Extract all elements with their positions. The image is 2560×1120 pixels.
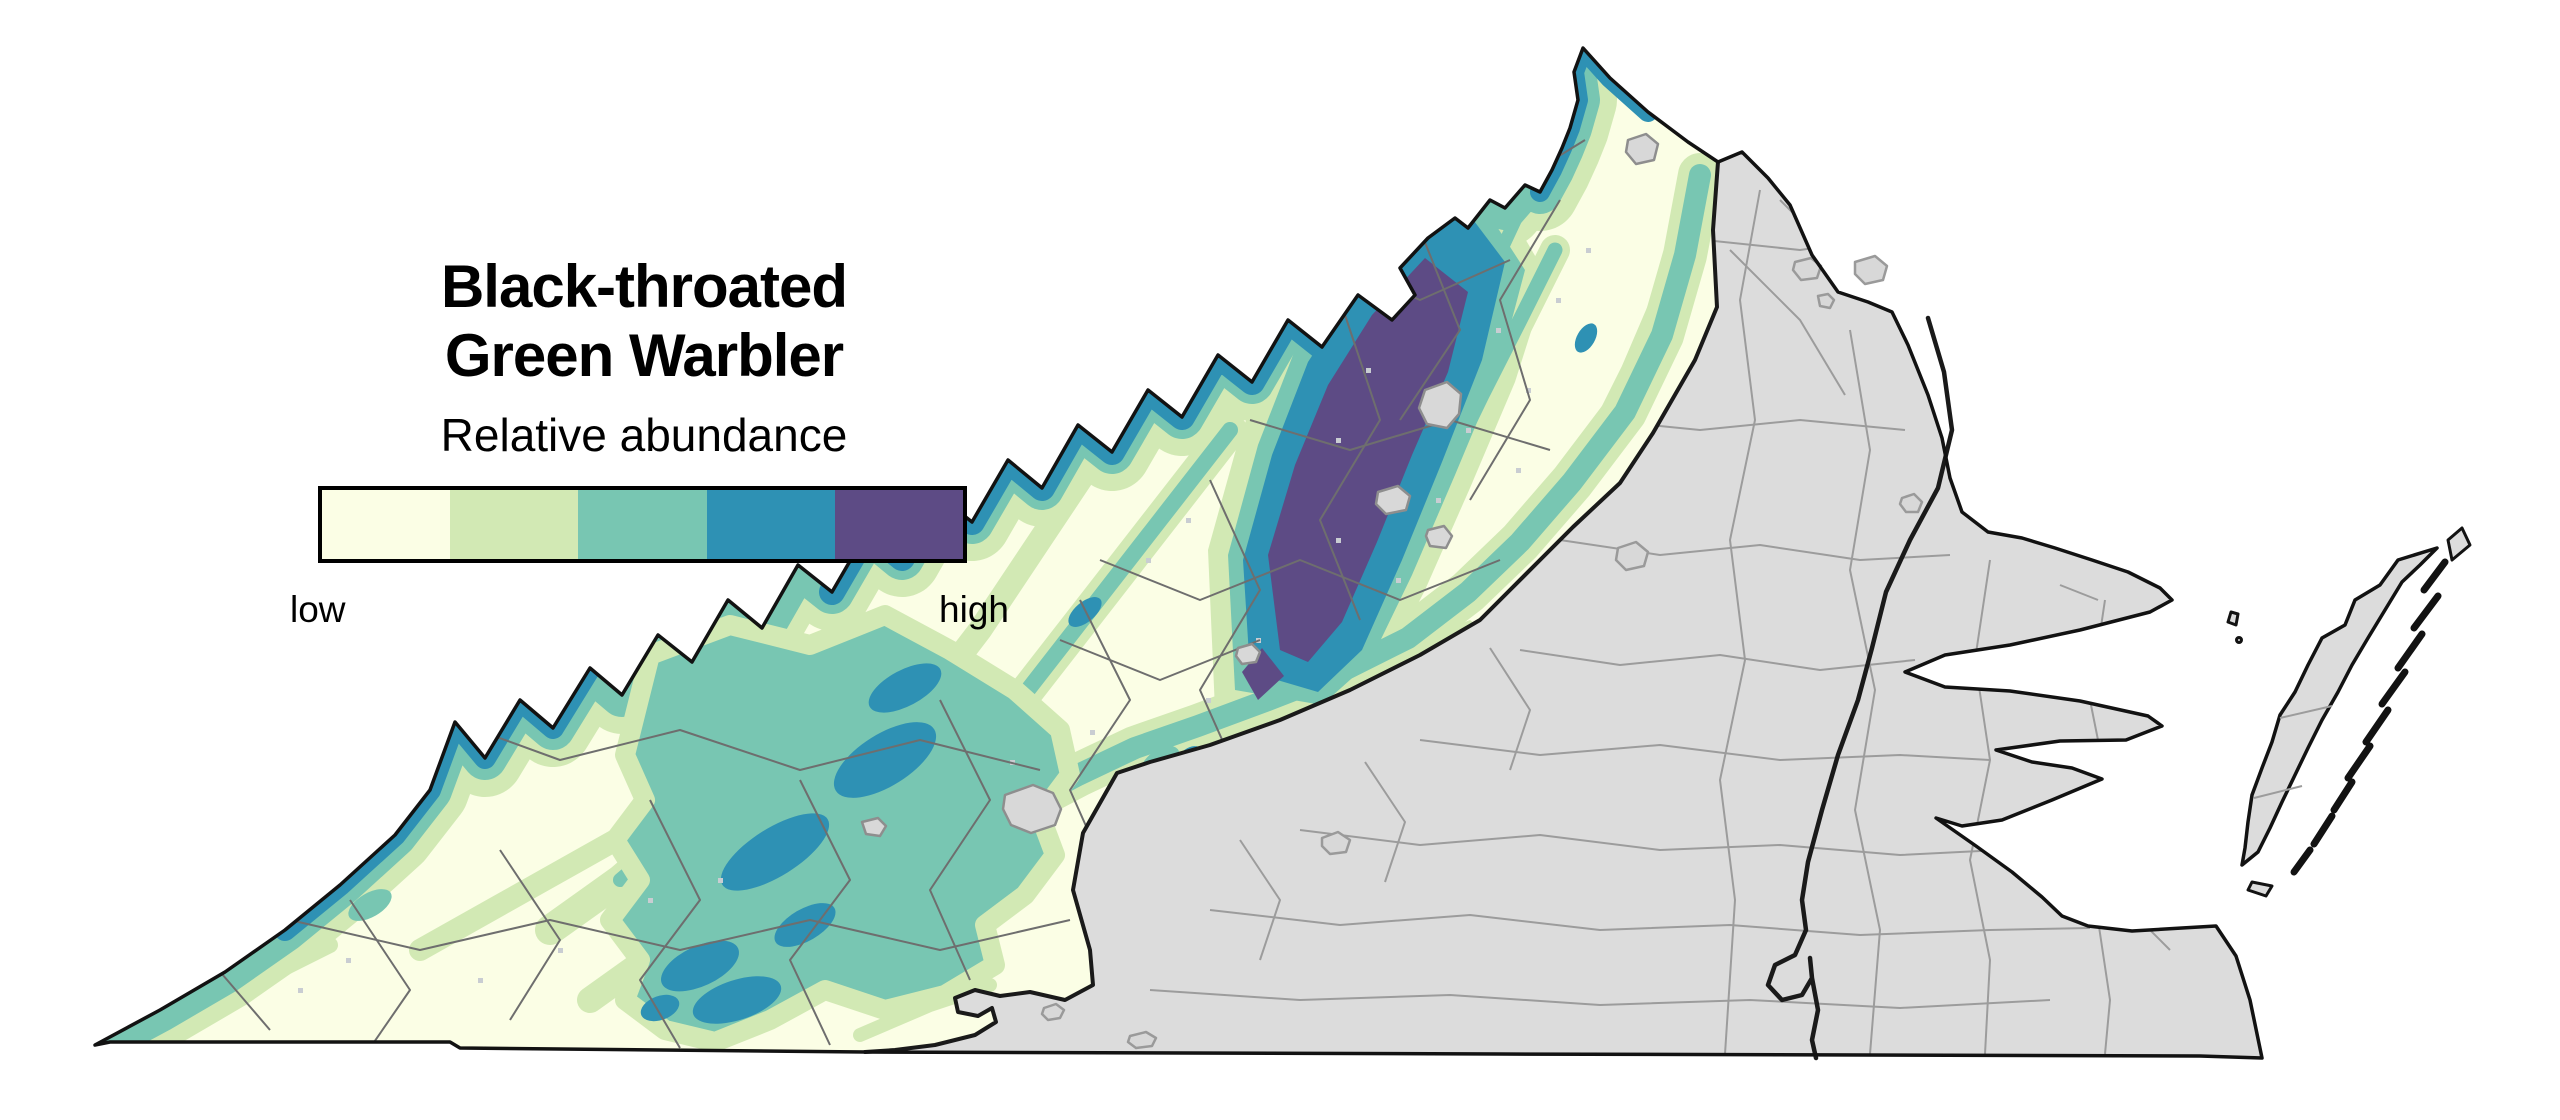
species-title-line2: Green Warbler <box>444 322 844 389</box>
map-title-block: Black-throated Green Warbler Relative ab… <box>294 252 994 462</box>
legend-high-label: high <box>939 589 1009 630</box>
legend-segment-2 <box>450 490 579 559</box>
legend-color-bar <box>318 486 967 563</box>
abundance-region-boundary <box>863 160 1720 1054</box>
city-enclaves-west <box>860 132 1660 838</box>
eastern-shore <box>2240 546 2439 867</box>
legend-segment-5 <box>834 490 964 559</box>
city-enclaves-east <box>1040 254 1924 1050</box>
legend-segment-1 <box>322 490 451 559</box>
legend-segment-3 <box>578 490 707 559</box>
map-subtitle: Relative abundance <box>440 409 848 461</box>
fall-line-boundary <box>1765 315 1955 1061</box>
legend-segment-4 <box>706 490 835 559</box>
abundance-legend: low high <box>290 486 1009 635</box>
state-outline <box>93 46 2264 1060</box>
legend-labels: low high <box>290 589 1009 635</box>
legend-low-label: low <box>290 589 346 630</box>
bay-islands <box>2226 526 2472 898</box>
eastern-shore-county-lines <box>2253 705 2333 799</box>
barrier-islands <box>2290 558 2449 876</box>
species-title-line1: Black-throated <box>440 253 848 320</box>
